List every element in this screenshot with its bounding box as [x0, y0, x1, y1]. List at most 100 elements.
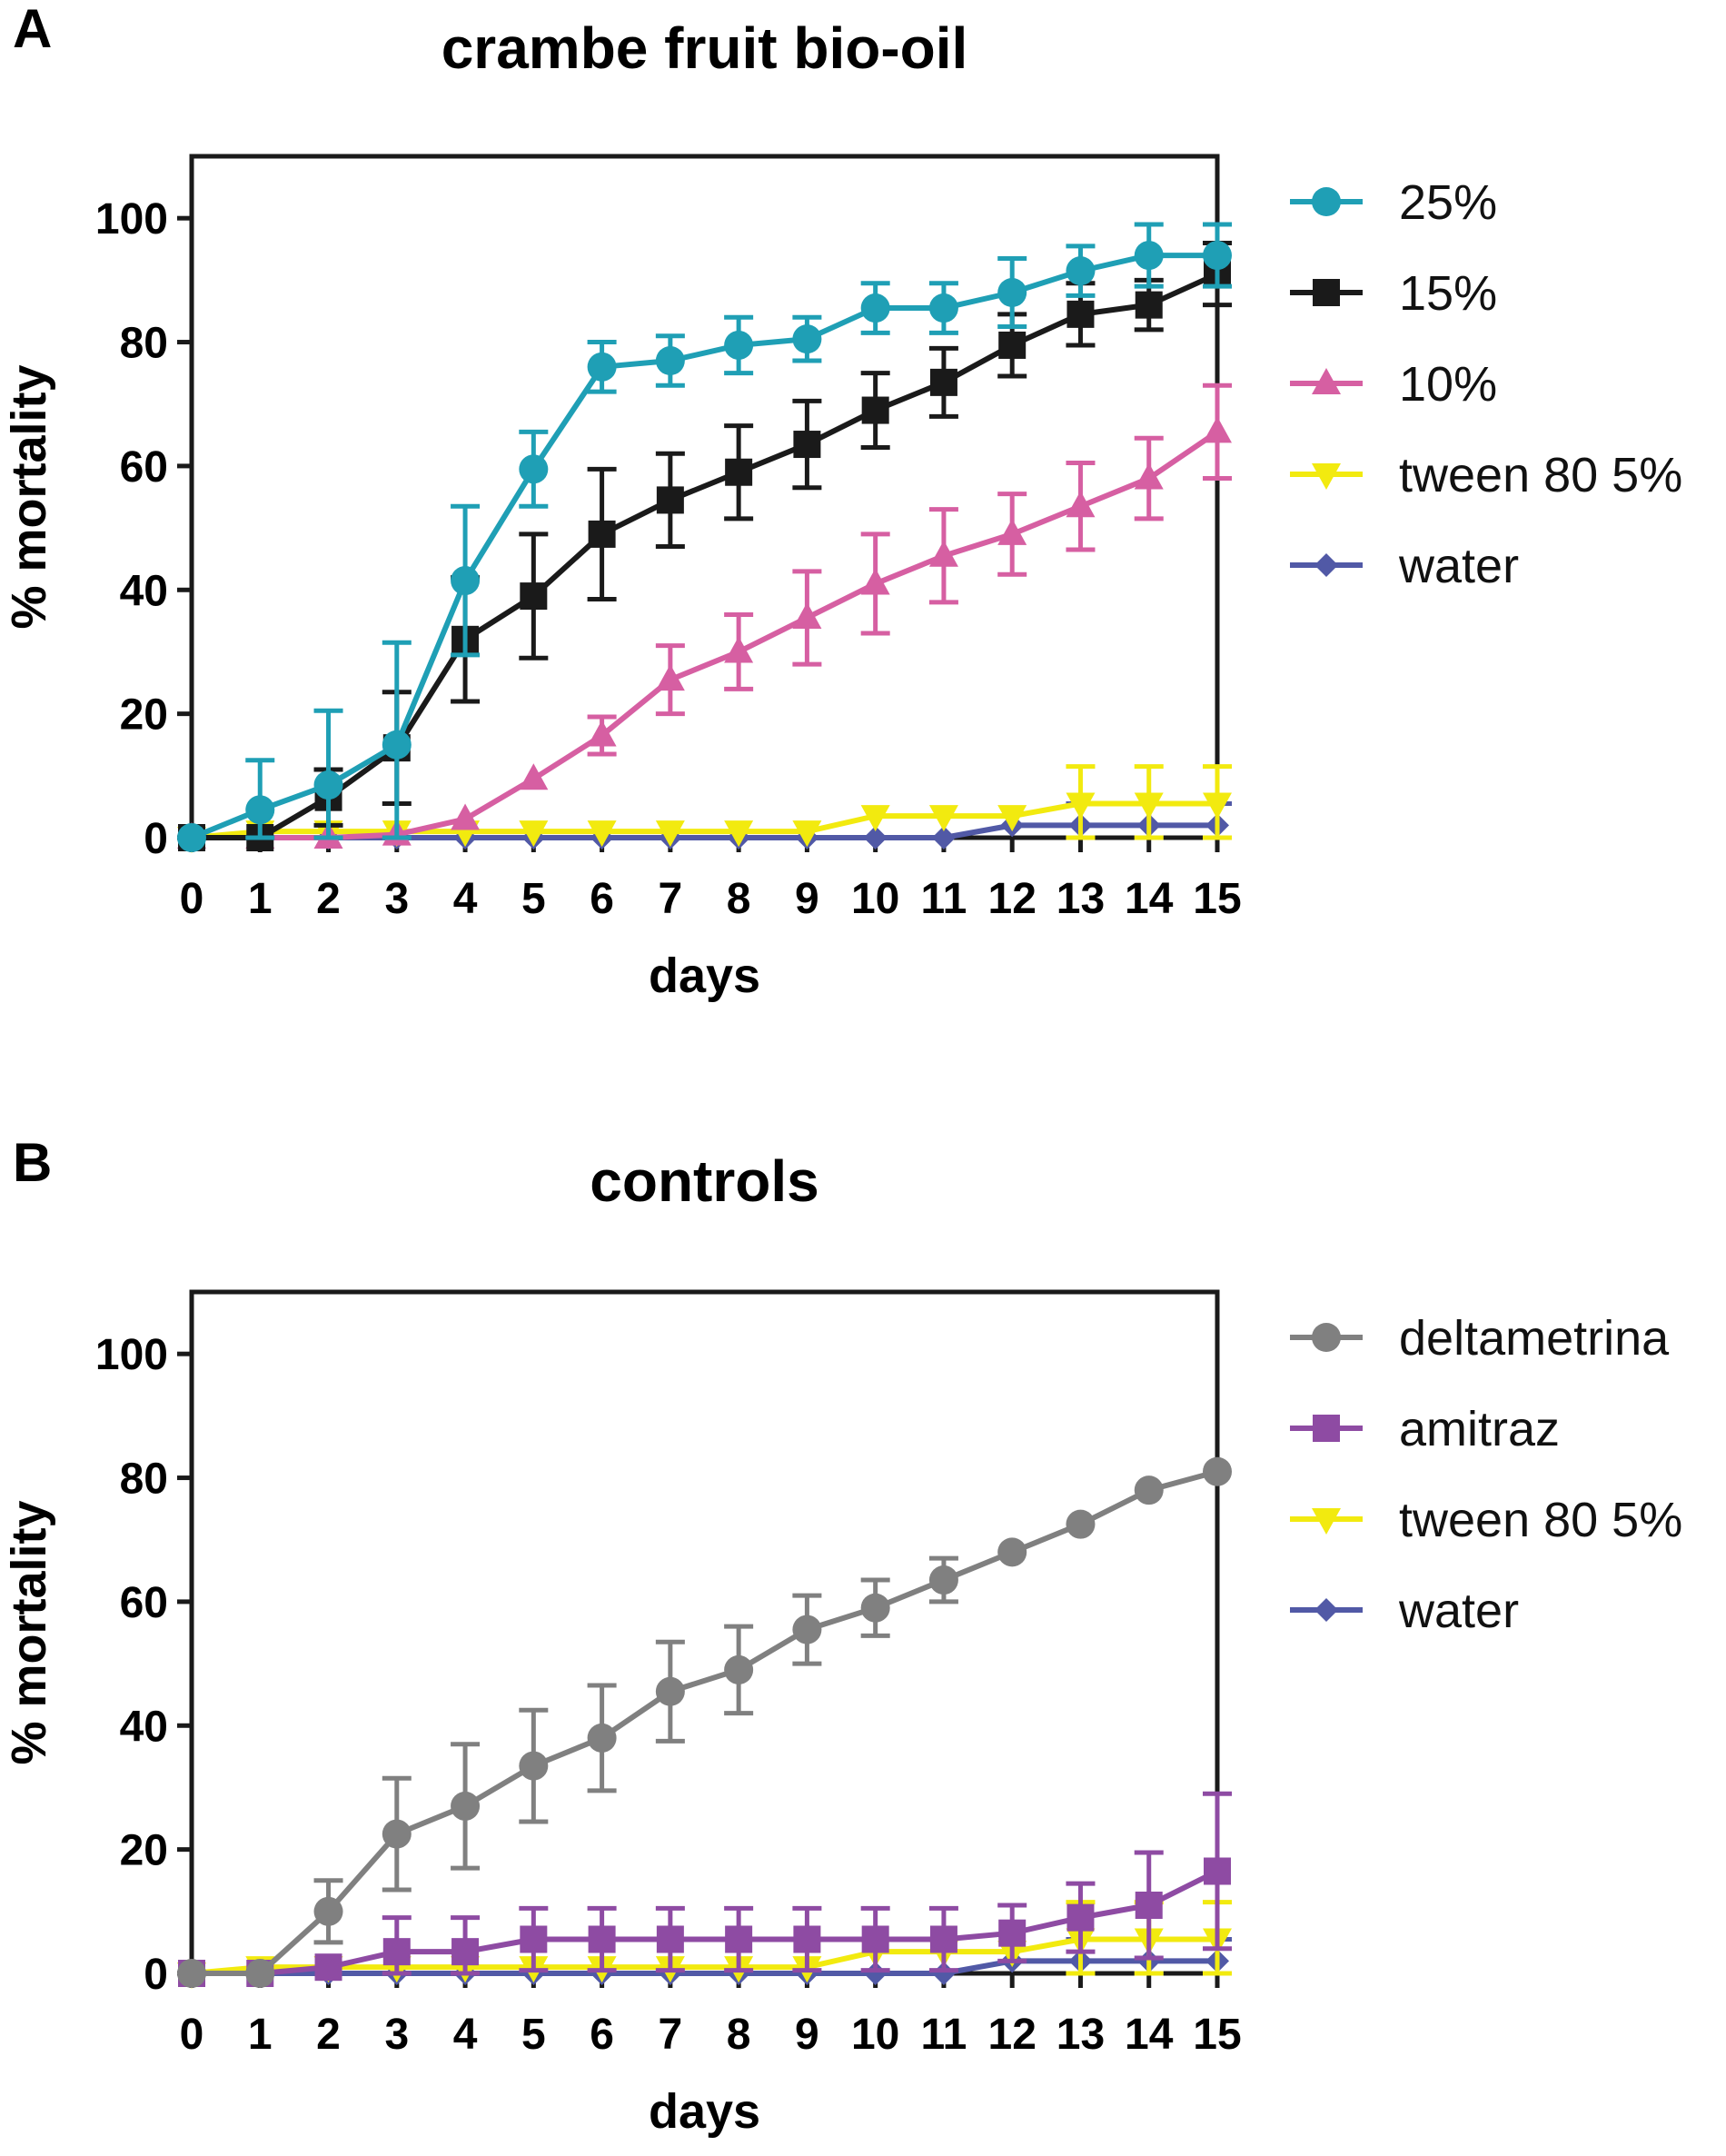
y-tick-label: 20 [120, 691, 168, 740]
legend-item: 15% [1290, 266, 1497, 321]
x-tick-label: 0 [180, 875, 204, 923]
data-point [520, 582, 548, 611]
x-tick-label: 12 [988, 875, 1037, 923]
data-point [1134, 1475, 1164, 1505]
data-point [928, 540, 958, 567]
x-tick-label: 0 [180, 2011, 204, 2059]
data-point [860, 805, 890, 832]
data-point [451, 566, 481, 596]
data-point [931, 1962, 956, 1985]
legend-marker [1312, 187, 1341, 216]
series-amitraz [178, 1791, 1232, 1987]
data-point [724, 330, 754, 360]
series-line [192, 1868, 1219, 1976]
data-point [382, 730, 412, 760]
y-tick-label: 80 [120, 1456, 168, 1504]
legend: 25% 15% 10% tween 80 5% water [1290, 175, 1682, 593]
x-tick-label: 10 [851, 875, 899, 923]
data-point [245, 1959, 275, 1988]
x-tick-label: 6 [590, 2011, 614, 2059]
data-point [792, 324, 822, 354]
plot-frame [189, 154, 1220, 840]
x-tick-label: 14 [1125, 2011, 1174, 2059]
data-point [997, 278, 1027, 307]
data-point [1203, 792, 1232, 820]
plot-frame [189, 1289, 1220, 1976]
x-tick-label: 2 [316, 2011, 341, 2059]
data-point [519, 454, 549, 484]
legend-item: amitraz [1290, 1402, 1560, 1456]
x-tick-label: 1 [248, 875, 273, 923]
data-point [1066, 300, 1095, 328]
data-point [725, 1925, 753, 1953]
series-line [192, 1958, 1217, 1976]
legend-marker [1312, 1508, 1341, 1535]
data-point [1204, 1857, 1231, 1885]
legend-item: 25% [1290, 175, 1497, 230]
legend-marker [1312, 368, 1341, 394]
legend-label: water [1398, 1584, 1519, 1638]
x-tick-label: 7 [659, 2011, 683, 2059]
data-point [587, 720, 617, 747]
data-point [724, 636, 754, 663]
data-point [998, 331, 1027, 359]
data-point [1066, 1509, 1096, 1539]
data-point [656, 486, 684, 514]
data-point [1066, 491, 1096, 518]
data-point [928, 805, 958, 832]
data-point [860, 293, 890, 323]
y-tick-label: 20 [120, 1827, 168, 1875]
data-point [793, 431, 821, 459]
x-axis-label: days [649, 2084, 760, 2139]
data-point [655, 664, 685, 691]
panel-letter: A [13, 0, 52, 59]
data-point [314, 1953, 342, 1982]
data-point [177, 1959, 206, 1988]
x-tick-label: 5 [521, 2011, 546, 2059]
series-deltametrina [177, 1456, 1232, 1988]
data-point [519, 1751, 549, 1781]
y-axis-label: % mortality [2, 1500, 56, 1764]
data-point [451, 1938, 480, 1966]
x-tick-label: 11 [921, 2011, 967, 2059]
data-point [655, 820, 685, 848]
data-point [724, 820, 754, 848]
data-point [929, 1925, 957, 1953]
data-point [724, 1654, 754, 1684]
y-axis-label: % mortality [2, 364, 56, 629]
legend-item: tween 80 5% [1290, 1493, 1682, 1547]
x-tick-label: 15 [1193, 875, 1241, 923]
data-point [520, 1925, 548, 1953]
legend-item: water [1290, 1584, 1519, 1638]
x-tick-label: 5 [521, 875, 546, 923]
data-point [1066, 256, 1096, 286]
chart-title: controls [590, 1148, 818, 1214]
x-tick-label: 2 [316, 875, 341, 923]
data-point [998, 1919, 1027, 1947]
data-point [656, 1925, 684, 1953]
y-tick-label: 100 [95, 1331, 168, 1379]
x-tick-label: 7 [659, 875, 683, 923]
data-point [1203, 416, 1232, 443]
x-tick-label: 12 [988, 2011, 1037, 2059]
y-tick-label: 40 [120, 567, 168, 615]
data-point [1135, 1892, 1163, 1919]
chart-title: crambe fruit bio-oil [441, 15, 968, 81]
data-point [588, 520, 616, 548]
series-line [191, 800, 1217, 840]
data-point [863, 826, 888, 849]
data-point [1134, 792, 1164, 820]
data-point [1134, 462, 1164, 490]
x-tick-label: 3 [384, 875, 409, 923]
legend-label: deltametrina [1399, 1311, 1670, 1366]
series-15- [178, 240, 1232, 851]
series-line [192, 271, 1219, 840]
data-point [725, 458, 753, 486]
y-tick-label: 0 [144, 1951, 168, 1999]
data-point [860, 568, 890, 595]
legend-label: 10% [1399, 357, 1497, 412]
data-point [929, 368, 957, 396]
